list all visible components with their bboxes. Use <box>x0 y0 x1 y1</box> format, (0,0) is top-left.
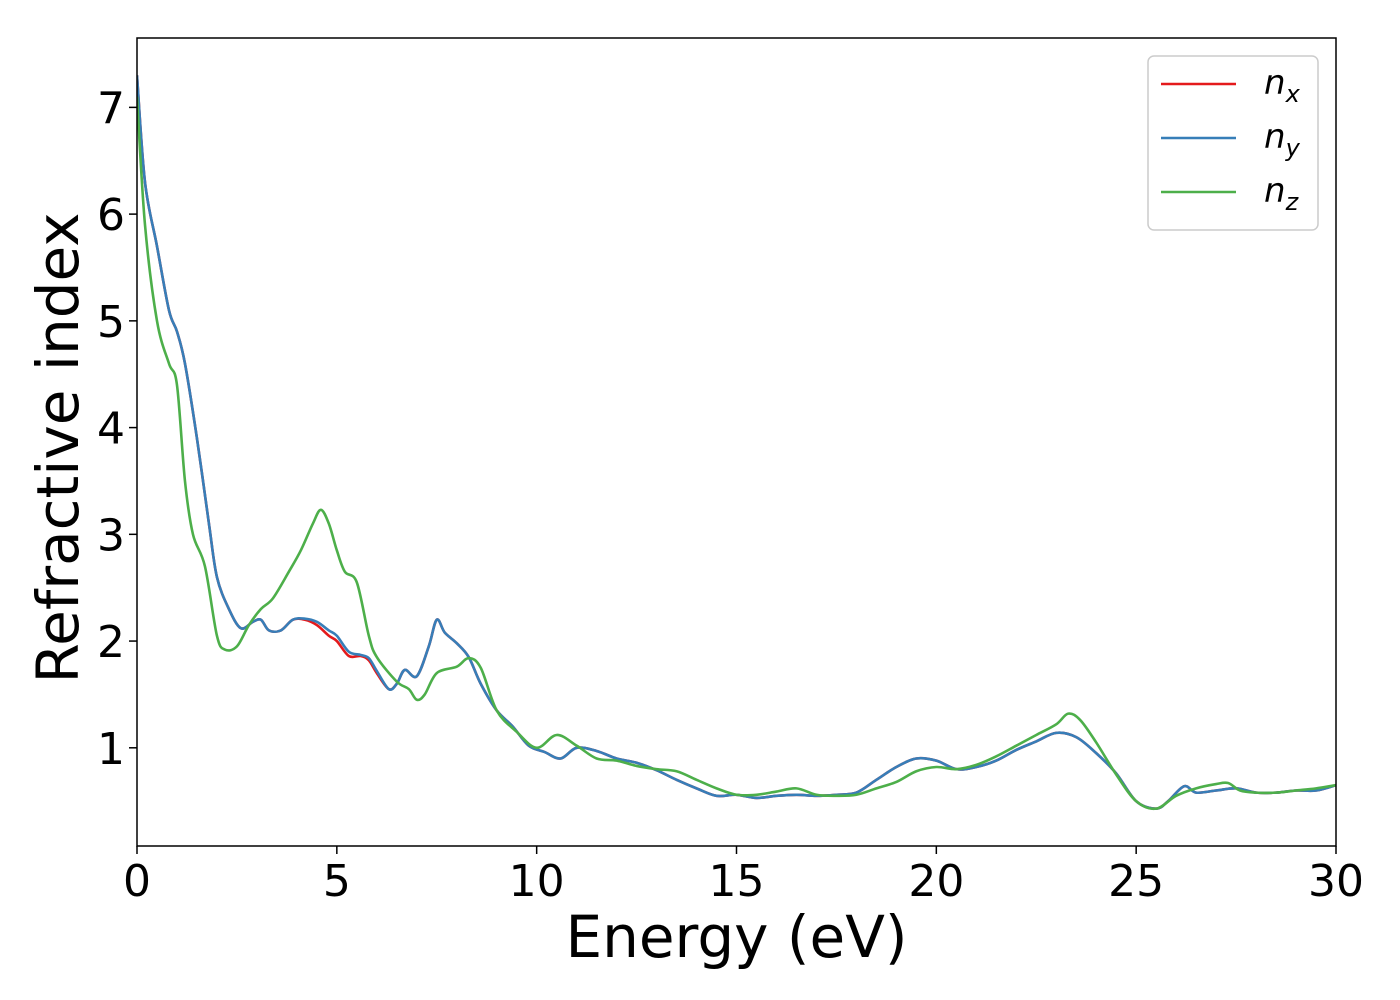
legend-label-n-z: nz <box>1264 171 1300 216</box>
legend-box <box>1147 55 1319 231</box>
y-tick-label: 5 <box>97 297 125 348</box>
y-tick-label: 7 <box>97 83 125 134</box>
x-tick-label: 0 <box>123 856 151 907</box>
series-line-n-y <box>137 75 1336 810</box>
series-lines <box>137 75 1336 811</box>
y-tick-label: 3 <box>97 510 125 561</box>
y-tick-label: 6 <box>97 190 125 241</box>
x-axis-label: Energy (eV) <box>565 903 907 971</box>
x-tick-label: 20 <box>908 856 964 907</box>
x-tick-label: 25 <box>1108 856 1164 907</box>
x-tick-label: 30 <box>1308 856 1364 907</box>
x-tick-label: 15 <box>709 856 765 907</box>
y-axis-ticks: 1 2 3 4 5 6 7 <box>97 83 137 775</box>
series-line-n-z <box>137 96 1336 811</box>
x-tick-label: 5 <box>323 856 351 907</box>
x-axis-ticks: 0 5 10 15 20 25 30 <box>123 846 1364 907</box>
y-tick-label: 1 <box>97 724 125 775</box>
x-tick-label: 10 <box>509 856 565 907</box>
y-axis-label: Refractive index <box>24 212 92 683</box>
y-tick-label: 2 <box>97 617 125 668</box>
y-tick-label: 4 <box>97 404 125 455</box>
